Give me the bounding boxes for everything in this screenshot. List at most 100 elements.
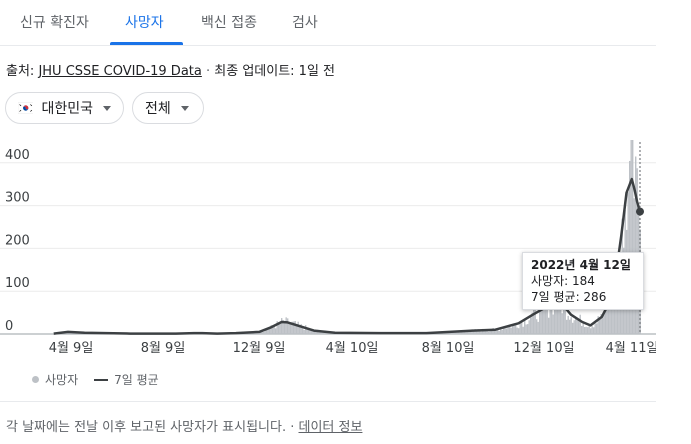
tab-testing[interactable]: 검사: [292, 15, 318, 31]
daily-bar: [278, 322, 280, 334]
daily-bar: [587, 327, 589, 334]
daily-bar: [506, 328, 508, 334]
country-dropdown[interactable]: 대한민국: [5, 92, 124, 124]
daily-bar: [540, 299, 542, 334]
daily-bar: [572, 322, 574, 334]
daily-bar: [299, 324, 301, 334]
range-dropdown[interactable]: 전체: [132, 92, 204, 124]
daily-bar: [497, 329, 499, 334]
daily-bar: [288, 323, 290, 334]
daily-bar: [320, 332, 322, 334]
daily-bar: [479, 330, 481, 334]
daily-bar: [480, 331, 482, 334]
daily-bar: [291, 321, 293, 334]
daily-bar: [321, 331, 323, 334]
daily-bar: [597, 316, 599, 334]
daily-bar: [290, 323, 292, 334]
daily-bar: [483, 330, 485, 334]
y-tick-label: 200: [5, 233, 30, 248]
chart-legend: 사망자 7일 평균: [32, 371, 159, 388]
daily-bar: [603, 313, 605, 334]
footer-divider: [0, 401, 656, 402]
last-updated: 최종 업데이트: 1일 전: [214, 64, 335, 79]
footer-note-line: 각 날짜에는 전날 이후 보고된 사망자가 표시됩니다. · 데이터 정보: [6, 416, 362, 435]
daily-bar: [305, 325, 307, 334]
daily-bar: [270, 325, 272, 334]
source-separator: ·: [201, 64, 215, 79]
daily-bar: [287, 318, 289, 334]
daily-bar: [584, 326, 586, 334]
daily-bar: [464, 330, 466, 334]
daily-bar: [470, 331, 472, 334]
daily-bar: [632, 140, 634, 334]
daily-bar: [611, 295, 613, 334]
daily-bar: [498, 330, 500, 334]
daily-bar: [495, 329, 497, 334]
daily-bar: [570, 317, 572, 334]
daily-bar: [273, 326, 275, 334]
daily-bar: [516, 327, 518, 334]
daily-bar: [579, 314, 581, 334]
daily-bar: [455, 332, 457, 334]
daily-bar: [573, 320, 575, 334]
daily-bar: [575, 317, 577, 334]
tab-deaths[interactable]: 사망자: [125, 15, 164, 31]
daily-bar: [551, 299, 553, 334]
daily-bar: [513, 323, 515, 334]
daily-bar: [285, 317, 287, 334]
source-link[interactable]: JHU CSSE COVID-19 Data: [38, 64, 202, 79]
daily-bar: [546, 296, 548, 334]
daily-bar: [594, 323, 596, 334]
daily-bar: [522, 326, 524, 334]
legend-average-label: 7일 평균: [114, 373, 159, 387]
daily-bar: [258, 332, 260, 334]
daily-bar: [530, 317, 532, 334]
daily-bar: [512, 324, 514, 334]
footer-separator: ·: [286, 420, 299, 435]
daily-bar: [456, 331, 458, 334]
daily-bar: [525, 324, 527, 334]
daily-bar: [602, 317, 604, 334]
daily-bar: [519, 322, 521, 334]
daily-bar: [465, 331, 467, 334]
daily-bar: [308, 328, 310, 334]
tab-new-cases[interactable]: 신규 확진자: [20, 15, 89, 31]
deaths-chart[interactable]: 0 100 200 300 400 4월 9일 8월 9일 12월 9일 4월 10일 8월 10…: [0, 140, 656, 362]
daily-bar: [563, 300, 565, 334]
daily-bar: [275, 328, 277, 334]
y-tick-label: 0: [5, 319, 13, 334]
daily-bar: [276, 321, 278, 334]
y-tick-label: 100: [5, 276, 30, 291]
daily-bar: [608, 304, 610, 334]
daily-bar: [593, 327, 595, 334]
daily-bar: [554, 296, 556, 334]
daily-bar: [309, 329, 311, 334]
daily-bar: [269, 327, 271, 334]
x-tick-label: 12월 10일: [513, 341, 574, 356]
daily-bar: [507, 326, 509, 334]
daily-bar: [488, 331, 490, 334]
data-info-link[interactable]: 데이터 정보: [298, 420, 363, 435]
daily-bar: [263, 331, 265, 334]
daily-bar: [257, 332, 259, 334]
source-line: 출처: JHU CSSE COVID-19 Data · 최종 업데이트: 1일…: [6, 60, 335, 79]
daily-bar: [615, 287, 617, 334]
daily-bar: [293, 321, 295, 334]
daily-bar: [515, 324, 517, 334]
daily-bar: [569, 319, 571, 334]
daily-bar: [279, 323, 281, 334]
daily-bar: [555, 303, 557, 334]
daily-bar: [518, 328, 520, 334]
daily-bar: [629, 160, 631, 334]
daily-bar: [267, 329, 269, 334]
daily-bar: [606, 305, 608, 334]
daily-bar: [486, 330, 488, 334]
daily-bar: [591, 326, 593, 334]
daily-bar: [300, 324, 302, 334]
daily-bar: [521, 322, 523, 334]
daily-bar: [450, 332, 452, 334]
tab-vaccinations[interactable]: 백신 접종: [201, 15, 257, 31]
daily-bar: [306, 327, 308, 334]
south-korea-flag-icon: [18, 102, 34, 114]
daily-bar: [468, 331, 470, 334]
